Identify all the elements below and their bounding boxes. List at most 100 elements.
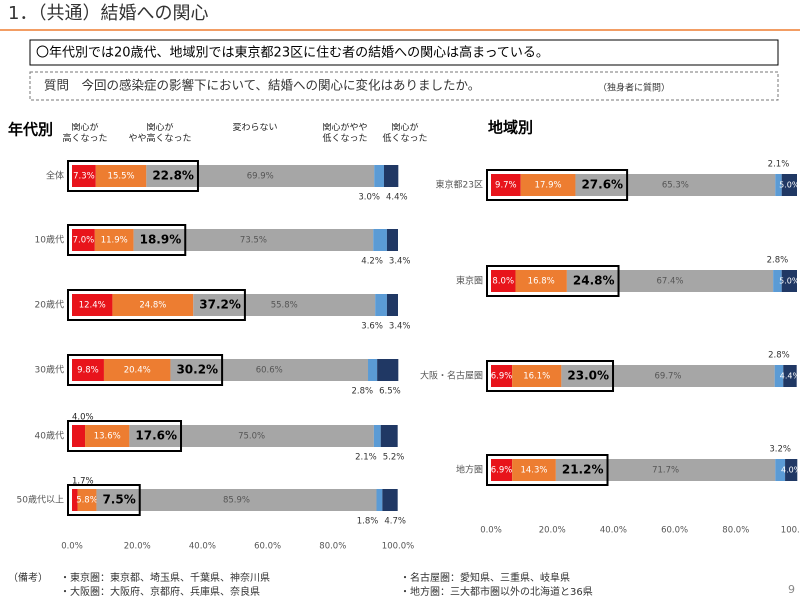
bar-segment bbox=[375, 294, 387, 316]
slide-title: 1．（共通）結婚への関心 bbox=[8, 3, 208, 24]
total-label: 23.0% bbox=[567, 369, 609, 383]
legend-entry: 変わらない bbox=[232, 123, 278, 133]
bar-segment bbox=[775, 174, 782, 196]
value-label: 14.3% bbox=[520, 466, 547, 476]
value-label: 4.0% bbox=[72, 413, 94, 423]
value-label: 69.7% bbox=[655, 372, 682, 382]
bar-segment bbox=[382, 489, 398, 511]
bar-segment bbox=[520, 174, 576, 196]
bar-segment bbox=[95, 165, 147, 187]
total-label: 21.2% bbox=[562, 463, 604, 477]
note: ・名古屋圏：愛知県、三重県、岐阜県 bbox=[400, 571, 570, 584]
page-number: 9 bbox=[788, 583, 795, 596]
bar-segment bbox=[376, 489, 383, 511]
value-label: 1.8% bbox=[357, 517, 379, 527]
bar-segment bbox=[72, 294, 113, 316]
bar-segment bbox=[386, 229, 398, 251]
value-label: 3.2% bbox=[769, 445, 791, 455]
bar-segment bbox=[85, 425, 130, 447]
value-label: 15.5% bbox=[108, 172, 135, 182]
bar-segment bbox=[72, 425, 86, 447]
bar-segment bbox=[94, 229, 134, 251]
bar-segment bbox=[491, 365, 513, 387]
category-label: 50歳代以上 bbox=[17, 494, 64, 506]
legend-entry-box: 関心が 低くなった bbox=[382, 123, 428, 144]
bar-segment bbox=[368, 359, 378, 381]
bar-segment bbox=[193, 294, 376, 316]
highlight-box bbox=[486, 360, 615, 392]
summary-box bbox=[29, 39, 779, 66]
bar-segment bbox=[129, 425, 374, 447]
value-label: 5.0% bbox=[779, 277, 800, 286]
category-label: 40歳代 bbox=[35, 430, 64, 442]
bar-segment bbox=[491, 174, 521, 196]
value-label: 13.6% bbox=[94, 432, 121, 442]
bar-segment bbox=[146, 165, 375, 187]
value-label: 9.7% bbox=[495, 181, 517, 191]
bar-segment bbox=[386, 294, 398, 316]
x-tick-label: 20.0% bbox=[539, 526, 566, 536]
x-tick-label: 100.0% bbox=[382, 542, 414, 552]
question: 質問 今回の感染症の影響下において、結婚への関心に変化はありましたか。 bbox=[44, 78, 480, 93]
value-label: 2.8% bbox=[768, 351, 790, 361]
value-label: 3.4% bbox=[389, 257, 411, 267]
bar-segment bbox=[373, 425, 381, 447]
value-label: 4.2% bbox=[361, 257, 383, 267]
value-label: 85.9% bbox=[223, 496, 250, 506]
value-label: 9.8% bbox=[77, 366, 99, 376]
value-label: 2.8% bbox=[767, 256, 789, 266]
value-label: 4.4% bbox=[780, 372, 800, 381]
highlight-box bbox=[67, 484, 141, 516]
note: ・地方圏：三大都市圏以外の北海道と36県 bbox=[400, 585, 593, 598]
value-label: 20.4% bbox=[124, 366, 151, 376]
bar-segment bbox=[774, 365, 784, 387]
value-label: 1.7% bbox=[72, 477, 94, 487]
category-label: 地方圏 bbox=[456, 464, 483, 476]
value-label: 60.6% bbox=[256, 366, 283, 376]
x-tick-label: 80.0% bbox=[722, 526, 749, 536]
value-label: 8.0% bbox=[492, 277, 514, 287]
chart-title: 年代別 bbox=[8, 121, 53, 139]
total-label: 30.2% bbox=[176, 363, 218, 377]
bar-segment bbox=[383, 165, 399, 187]
value-label: 16.1% bbox=[523, 372, 550, 382]
bar-segment bbox=[72, 359, 104, 381]
value-label: 7.0% bbox=[73, 236, 95, 246]
category-label: 30歳代 bbox=[35, 364, 64, 376]
highlight-box bbox=[486, 454, 609, 486]
bar-segment bbox=[785, 459, 798, 481]
x-tick-label: 80.0% bbox=[319, 542, 346, 552]
value-label: 5.8% bbox=[76, 496, 98, 506]
bar-segment bbox=[555, 459, 776, 481]
total-label: 24.8% bbox=[573, 274, 615, 288]
summary: 〇年代別では20歳代、地域別では東京都23区に住む者の結婚への関心は高まっている… bbox=[36, 45, 549, 61]
bar-segment bbox=[133, 229, 374, 251]
value-label: 7.3% bbox=[73, 172, 95, 182]
legend-entry: 関心がやや 低くなった bbox=[322, 123, 368, 144]
value-label: 73.5% bbox=[240, 236, 267, 246]
category-label: 大阪・名古屋圏 bbox=[420, 370, 483, 382]
bar-segment bbox=[72, 165, 96, 187]
value-label: 3.4% bbox=[389, 322, 411, 332]
question-box bbox=[29, 71, 779, 101]
value-label: 5.2% bbox=[383, 453, 405, 463]
x-tick-label: 100.0% bbox=[781, 526, 800, 536]
category-label: 20歳代 bbox=[35, 299, 64, 311]
highlight-box bbox=[67, 224, 187, 256]
bar-segment bbox=[491, 270, 516, 292]
value-label: 17.9% bbox=[535, 181, 562, 191]
value-label: 3.6% bbox=[361, 322, 383, 332]
legend-entry-box: 関心がやや 低くなった bbox=[322, 123, 368, 144]
bar-segment bbox=[72, 489, 78, 511]
value-label: 3.0% bbox=[358, 193, 380, 203]
value-label: 6.9% bbox=[491, 372, 513, 382]
category-label: 全体 bbox=[46, 170, 64, 182]
highlight-box bbox=[67, 160, 199, 192]
value-label: 6.9% bbox=[491, 466, 513, 476]
bar-segment bbox=[783, 365, 797, 387]
category-label: 10歳代 bbox=[35, 234, 64, 246]
bar-segment bbox=[781, 174, 797, 196]
legend-entry: 関心が 低くなった bbox=[382, 123, 428, 144]
value-label: 24.8% bbox=[139, 301, 166, 311]
total-label: 18.9% bbox=[140, 233, 182, 247]
